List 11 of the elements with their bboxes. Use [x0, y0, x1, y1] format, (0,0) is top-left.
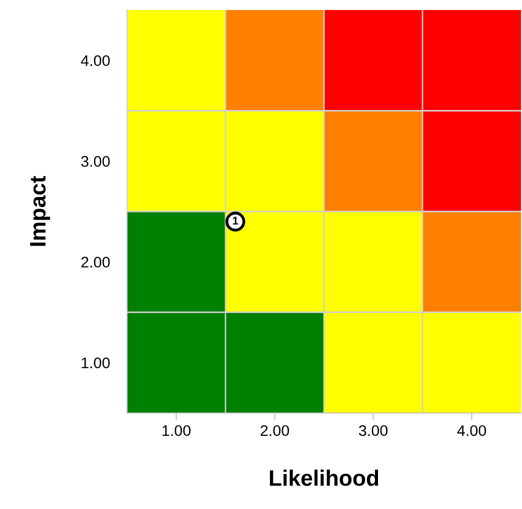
- series-label: 1: [232, 216, 238, 224]
- y-tick-label: 3.00: [81, 156, 110, 167]
- y-axis-title: Impact: [30, 176, 50, 246]
- x-tick-label: 3.00: [358, 425, 388, 436]
- x-tick-label: 2.00: [260, 425, 290, 436]
- x-tick-label: 4.00: [457, 425, 486, 436]
- y-tick-label: 4.00: [80, 55, 110, 66]
- x-tick-label: 1.00: [162, 425, 191, 436]
- y-tick-label: 2.00: [81, 256, 110, 268]
- x-axis-title: Likelihood: [270, 470, 378, 486]
- y-tick-label: 1.00: [82, 357, 110, 368]
